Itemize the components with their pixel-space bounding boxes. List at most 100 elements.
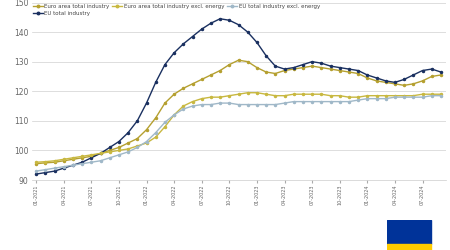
EU total industry [310,60,315,63]
Euro area total industry [429,75,434,78]
EU total industry [190,35,195,38]
Euro area total industry [374,80,379,82]
EU total industry excl. energy [282,102,287,104]
EU total industry excl. energy [310,100,315,103]
EU total industry excl. energy [89,161,94,164]
Euro area total industry [162,102,167,104]
EU total industry [392,81,398,84]
EU total industry [89,156,94,159]
Euro area total industry excl. energy [273,94,278,97]
Euro area total industry [273,72,278,75]
Euro area total industry excl. energy [199,97,204,100]
Euro area total industry [310,64,315,68]
EU total industry [217,17,223,20]
EU total industry excl. energy [70,164,76,167]
EU total industry excl. energy [429,94,434,97]
EU total industry excl. energy [43,168,48,171]
EU total industry excl. energy [254,103,260,106]
EU total industry excl. energy [245,103,250,106]
Euro area total industry excl. energy [162,125,167,128]
EU total industry [126,131,131,134]
Euro area total industry excl. energy [319,93,324,96]
Euro area total industry [217,69,223,72]
Euro area total industry excl. energy [227,94,232,97]
EU total industry [162,63,167,66]
EU total industry [319,62,324,65]
EU total industry excl. energy [273,103,278,106]
Euro area total industry excl. energy [217,96,223,99]
Euro area total industry excl. energy [180,104,186,108]
EU total industry excl. energy [374,97,379,100]
EU total industry [328,64,333,68]
EU total industry excl. energy [217,102,223,104]
Euro area total industry excl. energy [374,94,379,97]
Euro area total industry excl. energy [89,153,94,156]
Euro area total industry excl. energy [438,93,444,96]
EU total industry excl. energy [227,102,232,104]
Euro area total industry excl. energy [429,93,434,96]
Euro area total industry [236,59,241,62]
EU total industry [263,54,269,57]
EU total industry excl. energy [410,96,416,99]
Euro area total industry excl. energy [236,93,241,96]
EU total industry excl. energy [356,98,361,102]
EU total industry [98,152,103,155]
Euro area total industry excl. energy [291,93,297,96]
Euro area total industry [43,161,48,164]
Euro area total industry [208,74,214,76]
Euro area total industry excl. energy [190,100,195,103]
Euro area total industry [70,158,76,161]
Euro area total industry excl. energy [126,148,131,150]
EU total industry excl. energy [300,100,306,103]
Euro area total industry [227,63,232,66]
EU total industry [116,140,122,143]
Euro area total industry excl. energy [144,142,149,144]
EU total industry [61,167,67,170]
EU total industry excl. energy [180,108,186,110]
Euro area total industry [263,70,269,74]
EU total industry [291,66,297,69]
Euro area total industry excl. energy [254,91,260,94]
Euro area total industry excl. energy [98,152,103,155]
EU total industry [374,76,379,80]
Euro area total industry excl. energy [79,155,85,158]
Euro area total industry excl. energy [346,96,351,99]
EU total industry [79,161,85,164]
EU total industry [208,22,214,25]
Polygon shape [387,244,431,250]
Euro area total industry [364,76,370,80]
EU total industry excl. energy [383,97,388,100]
EU total industry [383,80,388,82]
Euro area total industry [438,74,444,76]
Euro area total industry excl. energy [208,96,214,99]
EU total industry excl. energy [162,121,167,124]
Euro area total industry [79,156,85,159]
EU total industry excl. energy [153,131,158,134]
Euro area total industry [245,60,250,63]
Euro area total industry excl. energy [282,94,287,97]
Euro area total industry [126,142,131,144]
Euro area total industry [52,161,57,164]
Euro area total industry [346,70,351,74]
Euro area total industry excl. energy [364,94,370,97]
Euro area total industry excl. energy [107,150,112,154]
EU total industry excl. energy [337,100,342,103]
Euro area total industry [116,146,122,149]
EU total industry [273,64,278,68]
EU total industry [70,164,76,167]
Euro area total industry excl. energy [383,94,388,97]
EU total industry [107,146,112,149]
Euro area total industry [356,72,361,75]
EU total industry excl. energy [61,165,67,168]
Euro area total industry [254,66,260,69]
Line: Euro area total industry excl. energy: Euro area total industry excl. energy [35,92,442,163]
EU total industry excl. energy [33,170,39,172]
EU total industry [245,30,250,34]
Euro area total industry excl. energy [33,161,39,164]
Euro area total industry [107,149,112,152]
EU total industry [135,119,140,122]
Euro area total industry [33,162,39,165]
Euro area total industry [61,159,67,162]
EU total industry excl. energy [208,103,214,106]
EU total industry excl. energy [392,96,398,99]
